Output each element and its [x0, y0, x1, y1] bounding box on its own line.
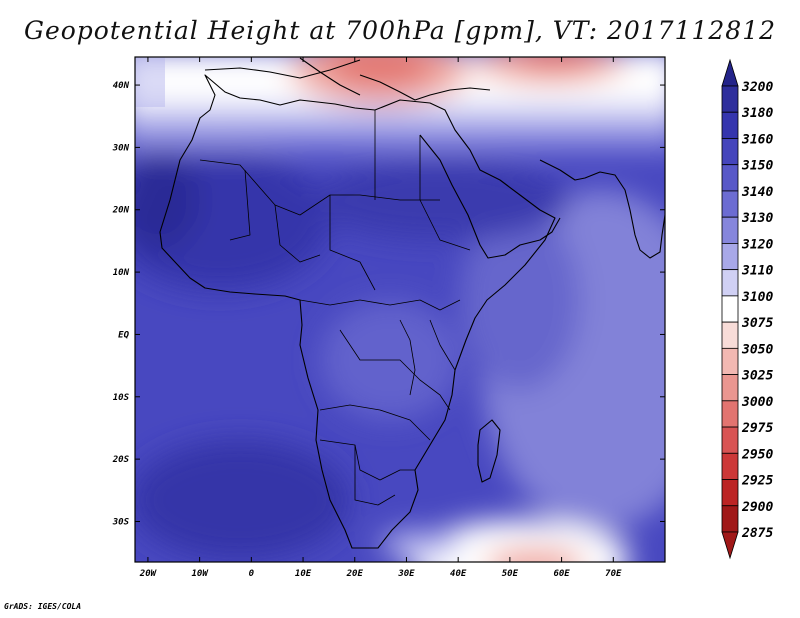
- colorbar-band: [721, 269, 739, 297]
- colorbar-band: [721, 190, 739, 218]
- x-tick-label: 60E: [553, 569, 570, 579]
- colorbar-band: [721, 321, 739, 349]
- colorbar-band: [721, 164, 739, 192]
- colorbar-band: [721, 347, 739, 375]
- colorbar-band: [721, 138, 739, 166]
- map-frame: [134, 56, 666, 563]
- colorbar-label: 3140: [741, 185, 773, 200]
- y-tick-label: 20S: [112, 455, 130, 465]
- colorbar-band: [721, 374, 739, 402]
- height-field: [135, 57, 665, 562]
- x-tick-label: 10E: [295, 569, 312, 579]
- colorbar-label: 3130: [741, 211, 773, 226]
- colorbar-band: [721, 479, 739, 507]
- colorbar-label: 3110: [741, 264, 773, 279]
- x-tick-label: 70E: [605, 569, 622, 579]
- x-tick-label: 20W: [139, 569, 158, 579]
- colorbar-band: [721, 452, 739, 480]
- colorbar-label: 3075: [741, 316, 773, 331]
- x-tick-label: 0: [249, 569, 255, 579]
- colorbar: 3200 3180 3160 3150 3140 3130 3120 3110 3100 3075…: [721, 58, 773, 560]
- y-tick-label: 10S: [113, 393, 130, 403]
- colorbar-band: [721, 295, 739, 323]
- map-title: Geopotential Height at 700hPa [gpm], VT:…: [23, 16, 777, 45]
- coastlines: [159, 57, 665, 549]
- axis-ticks: 20W 10W 0 10E 20E 30E 40E 50E 60E 70E 40N 30N 20N 10N…: [112, 57, 665, 579]
- colorbar-label: 3180: [741, 106, 773, 121]
- colorbar-band: [721, 426, 739, 454]
- y-tick-label: 10N: [113, 268, 130, 278]
- colorbar-band: [721, 505, 739, 533]
- colorbar-band: [721, 243, 739, 271]
- colorbar-label: 3000: [741, 395, 773, 410]
- colorbar-label: 2925: [741, 474, 773, 489]
- country-borders: [199, 110, 471, 506]
- colorbar-label: 3120: [741, 237, 773, 252]
- y-tick-label: 30N: [112, 143, 130, 153]
- colorbar-label: 3025: [741, 369, 773, 384]
- colorbar-label: 3050: [741, 342, 773, 357]
- x-tick-label: 50E: [502, 569, 519, 579]
- x-tick-label: 30E: [397, 569, 415, 579]
- colorbar-label: 2875: [741, 526, 773, 541]
- y-tick-label: EQ: [118, 330, 129, 340]
- x-tick-label: 10W: [192, 569, 210, 579]
- y-tick-label: 30S: [112, 517, 130, 527]
- colorbar-label: 2900: [741, 500, 773, 515]
- y-tick-label: 40N: [113, 81, 130, 91]
- x-tick-label: 40E: [450, 569, 467, 579]
- colorbar-label: 3160: [741, 132, 773, 147]
- colorbar-label: 2950: [741, 447, 773, 462]
- y-tick-label: 20N: [112, 206, 130, 216]
- colorbar-label: 3200: [741, 80, 773, 95]
- colorbar-band: [721, 400, 739, 428]
- colorbar-band: [721, 216, 739, 244]
- colorbar-label: 3150: [741, 159, 773, 174]
- colorbar-band: [721, 85, 739, 113]
- colorbar-label: 3100: [741, 290, 773, 305]
- colorbar-band: [721, 111, 739, 139]
- grads-credit: GrADS: IGES/COLA: [4, 602, 82, 611]
- colorbar-label: 2975: [741, 421, 773, 436]
- x-tick-label: 20E: [346, 569, 364, 579]
- colorbar-bottom-arrow: [721, 531, 739, 560]
- colorbar-top-arrow: [721, 58, 739, 87]
